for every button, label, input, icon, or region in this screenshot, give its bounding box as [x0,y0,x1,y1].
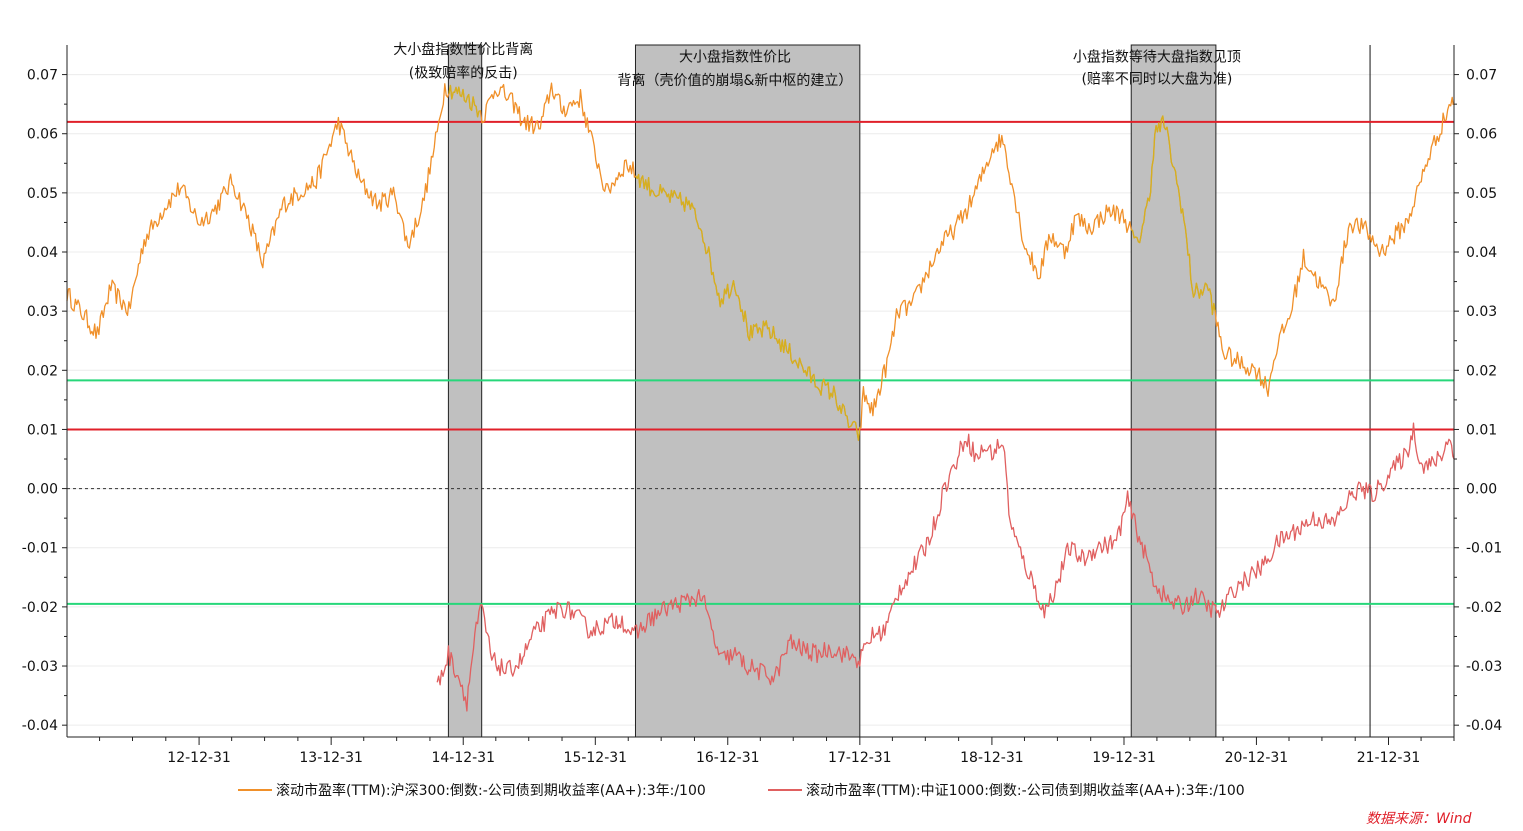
annotation-2-line-2: 背离（壳价值的崩塌&新中枢的建立） [618,72,853,89]
shaded-period-3 [1130,44,1217,738]
annotation-1-line-1: 大小盘指数性价比背离 [393,41,533,58]
y-tick-label-right: 0.04 [1466,245,1497,261]
legend-item-csi1000: 滚动市盈率(TTM):中证1000:倒数:-公司债到期收益率(AA+):3年:/… [768,780,1245,800]
x-tick-label: 14-12-31 [431,750,495,766]
y-tick-label-left: 0.01 [27,422,58,438]
series-line-1-shaded-segment [635,173,861,441]
x-tick-label: 15-12-31 [564,750,628,766]
x-tick-label: 21-12-31 [1357,750,1421,766]
y-tick-label-right: 0.05 [1466,186,1497,202]
y-tick-label-left: 0.04 [27,245,58,261]
series-line-1-shaded-segment [1130,115,1216,316]
x-tick-label: 18-12-31 [960,750,1024,766]
x-tick-label: 12-12-31 [167,750,231,766]
y-tick-label-left: 0.02 [27,363,58,379]
y-tick-label-left: -0.01 [22,541,58,557]
y-tick-label-left: 0.07 [27,68,58,84]
annotation-1-line-2: (极致赔率的反击) [409,65,518,82]
y-tick-label-right: 0.02 [1466,363,1497,379]
y-tick-label-right: -0.03 [1466,659,1502,675]
y-tick-label-right: -0.02 [1466,600,1502,616]
legend-item-hs300: 滚动市盈率(TTM):沪深300:倒数:-公司债到期收益率(AA+):3年:/1… [238,780,706,800]
legend-swatch-hs300 [238,789,272,791]
y-tick-label-right: 0.07 [1466,68,1497,84]
y-tick-label-right: 0.06 [1466,127,1497,143]
legend-swatch-csi1000 [768,789,802,791]
y-tick-label-right: 0.00 [1466,482,1497,498]
x-tick-label: 16-12-31 [696,750,760,766]
annotation-2-line-1: 大小盘指数性价比 [679,49,791,66]
y-tick-label-right: 0.01 [1466,422,1497,438]
x-tick-label: 20-12-31 [1225,750,1289,766]
annotation-3-line-2: (赔率不同时以大盘为准) [1081,70,1232,87]
series-line-1-shaded-segment [448,84,481,118]
x-tick-label: 13-12-31 [299,750,363,766]
y-tick-label-left: -0.02 [22,600,58,616]
annotation-3-line-1: 小盘指数等待大盘指数见顶 [1073,49,1241,66]
data-source-note: 数据来源：Wind [1366,811,1472,827]
series-line-2 [436,422,1455,712]
legend-label-hs300: 滚动市盈率(TTM):沪深300:倒数:-公司债到期收益率(AA+):3年:/1… [276,783,706,799]
legend-label-csi1000: 滚动市盈率(TTM):中证1000:倒数:-公司债到期收益率(AA+):3年:/… [806,783,1245,799]
y-tick-label-right: -0.01 [1466,541,1502,557]
y-tick-label-left: 0.03 [27,304,58,320]
shaded-period-1 [447,44,483,738]
y-tick-label-right: 0.03 [1466,304,1497,320]
y-tick-label-right: -0.04 [1466,718,1502,734]
shaded-period-2 [634,44,861,738]
y-tick-label-left: -0.03 [22,659,58,675]
x-tick-label: 17-12-31 [828,750,892,766]
x-tick-label: 19-12-31 [1092,750,1156,766]
y-tick-label-left: 0.05 [27,186,58,202]
y-tick-label-left: -0.04 [22,718,58,734]
y-tick-label-left: 0.06 [27,127,58,143]
y-tick-label-left: 0.00 [27,482,58,498]
